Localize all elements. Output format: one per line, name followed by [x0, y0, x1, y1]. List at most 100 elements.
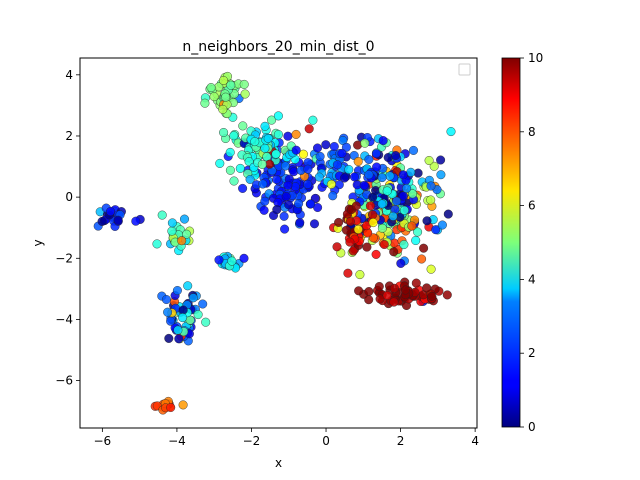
scatter-point: [426, 264, 436, 274]
scatter-point: [371, 149, 381, 159]
scatter-point: [399, 240, 409, 250]
colorbar-tick-label: 10: [528, 51, 543, 65]
scatter-point: [281, 191, 291, 202]
scatter-point: [240, 89, 250, 99]
scatter-point: [167, 226, 177, 236]
scatter-point: [164, 333, 174, 343]
scatter-point: [332, 160, 342, 170]
scatter-point: [374, 281, 384, 292]
scatter-point: [419, 243, 429, 253]
scatter-point: [371, 249, 381, 259]
colorbar-ticks: 0 2 4 6 8 10: [520, 51, 543, 434]
scatter-point: [295, 218, 305, 228]
scatter-point: [273, 129, 283, 140]
scatter-point: [360, 138, 370, 148]
scatter-point: [161, 294, 171, 305]
scatter-points: [93, 71, 456, 415]
scatter-point: [446, 127, 456, 137]
scatter-point: [382, 290, 392, 301]
scatter-point: [229, 176, 239, 186]
scatter-point: [239, 253, 249, 263]
scatter-point: [398, 191, 408, 201]
scatter-point: [359, 180, 369, 190]
scatter-point: [303, 164, 313, 174]
y-tick-label: 0: [65, 190, 73, 204]
scatter-point: [227, 256, 237, 266]
scatter-point: [177, 236, 187, 246]
scatter-point: [377, 199, 387, 209]
x-tick-label: −4: [168, 434, 186, 448]
scatter-point: [364, 295, 374, 305]
scatter-point: [181, 229, 192, 239]
scatter-point: [422, 283, 432, 293]
scatter-point: [163, 307, 173, 317]
scatter-point: [272, 174, 282, 185]
scatter-point: [388, 211, 398, 221]
x-axis-ticks: −6 −4 −2 0 2 4: [94, 428, 479, 448]
scatter-point: [173, 325, 183, 335]
scatter-point: [389, 247, 399, 257]
scatter-point: [172, 285, 182, 296]
scatter-point: [399, 205, 409, 215]
scatter-point: [314, 172, 324, 182]
scatter-point: [411, 235, 421, 246]
scatter-point: [406, 167, 416, 177]
scatter-point: [345, 216, 355, 227]
scatter-point: [229, 131, 239, 141]
scatter-point: [396, 258, 406, 268]
scatter-point: [429, 161, 439, 171]
scatter-point: [368, 218, 378, 228]
scatter-point: [279, 211, 289, 221]
scatter-point: [411, 278, 421, 288]
scatter-point: [339, 173, 350, 183]
scatter-point: [392, 196, 402, 206]
scatter-point: [309, 219, 320, 229]
scatter-point: [201, 317, 211, 327]
scatter-point: [303, 179, 313, 189]
scatter-point: [328, 191, 338, 201]
scatter-point: [280, 161, 290, 171]
scatter-point: [407, 221, 417, 231]
scatter-point: [326, 179, 336, 189]
scatter-point: [167, 218, 177, 228]
scatter-point: [378, 136, 388, 146]
y-tick-label: −6: [55, 374, 73, 388]
scatter-point: [238, 183, 248, 193]
scatter-point: [214, 255, 224, 265]
scatter-point: [260, 143, 270, 153]
scatter-point: [193, 310, 203, 320]
scatter-point: [178, 313, 188, 323]
y-tick-label: 2: [65, 129, 73, 143]
scatter-point: [209, 92, 219, 102]
scatter-point: [294, 199, 304, 209]
scatter-point: [398, 170, 408, 180]
scatter-point: [341, 225, 352, 235]
scatter-point: [426, 195, 436, 205]
scatter-point: [362, 242, 372, 252]
scatter-point: [391, 150, 401, 161]
scatter-point: [424, 155, 434, 166]
scatter-point: [353, 224, 363, 234]
scatter-point: [426, 181, 436, 191]
scatter-point: [382, 186, 392, 196]
scatter-point: [178, 400, 188, 410]
scatter-point: [402, 183, 412, 193]
scatter-point: [179, 214, 190, 224]
scatter-point: [344, 164, 354, 175]
scatter-point: [372, 162, 382, 172]
scatter-point: [353, 156, 363, 167]
scatter-point: [431, 225, 441, 235]
scatter-point: [436, 155, 446, 165]
scatter-point: [215, 158, 225, 168]
colorbar-tick-label: 4: [528, 272, 536, 286]
scatter-point: [345, 237, 355, 247]
chart-title: n_neighbors_20_min_dist_0: [182, 39, 374, 55]
scatter-point: [290, 182, 300, 192]
x-tick-label: 4: [471, 434, 479, 448]
scatter-point: [364, 154, 374, 165]
scatter-point: [105, 206, 116, 217]
scatter-point: [413, 227, 423, 237]
scatter-point: [334, 217, 344, 227]
scatter-point: [226, 80, 236, 90]
